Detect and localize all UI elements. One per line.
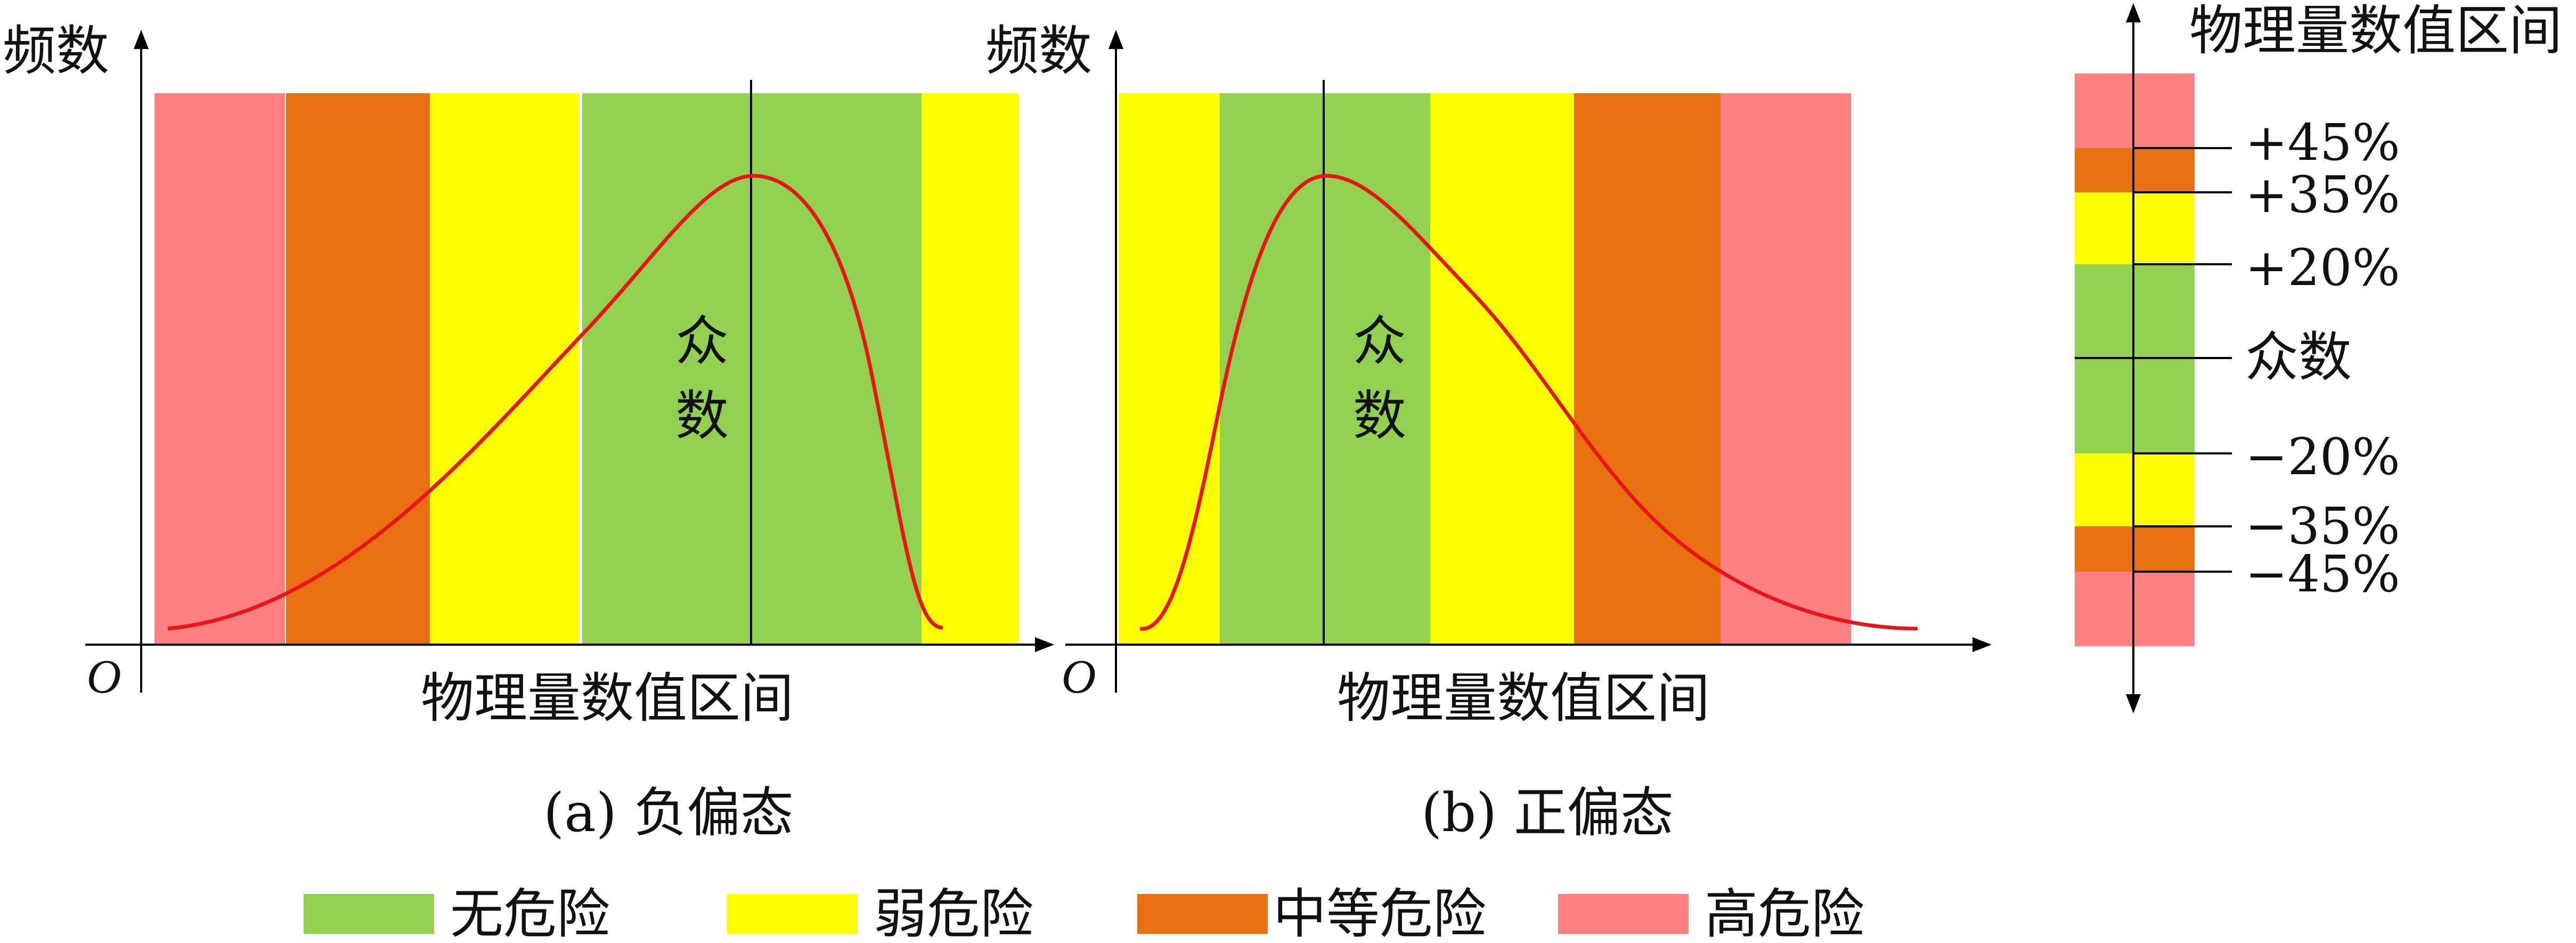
legend: 无危险 弱危险 中等危险 高危险: [304, 883, 1864, 943]
mode-label-b-1: 众: [1353, 310, 1406, 372]
scale-high-top: [2075, 74, 2195, 148]
legend-swatch-medium: [1137, 894, 1268, 934]
legend-label-weak: 弱危险: [874, 883, 1033, 943]
legend-label-high: 高危险: [1705, 883, 1864, 943]
y-axis-label-a: 频数: [3, 20, 109, 82]
y-axis-label-b: 频数: [985, 20, 1092, 82]
band-b-high: [1721, 93, 1851, 645]
distribution-curve-b: [1139, 174, 1918, 631]
scale-high-bottom: [2075, 572, 2195, 646]
band-b-safe: [1220, 93, 1430, 645]
scale-weak-bottom: [2075, 453, 2195, 526]
legend-swatch-high: [1558, 894, 1689, 934]
caption-b: (b) 正偏态: [1421, 782, 1674, 844]
scale-label-1: +45%: [2245, 113, 2400, 172]
band-a-weak-right: [922, 93, 1019, 645]
legend-label-safe: 无危险: [450, 883, 610, 943]
band-a-weak-left: [430, 93, 579, 645]
band-b-weak-left: [1119, 93, 1220, 645]
mode-label-a-1: 众: [675, 310, 729, 372]
distribution-curve-a: [167, 174, 943, 631]
panel-b: 频数 O 物理量数值区间 众 数 (b) 正偏态: [985, 20, 1992, 844]
origin-label-b: O: [1062, 651, 1096, 703]
scale-label-7: −45%: [2245, 545, 2400, 604]
scale-medium-top: [2075, 148, 2195, 192]
mode-label-b-2: 数: [1353, 385, 1406, 447]
scale-label-2: +35%: [2245, 166, 2400, 224]
scale-title: 物理量数值区间: [2189, 0, 2562, 62]
mode-label-a-2: 数: [675, 385, 729, 447]
scale-label-5: −20%: [2245, 428, 2400, 486]
scale-label-3: +20%: [2245, 239, 2400, 297]
panel-a: 频数 O 物理量数值区间 众 数 (a) 负偏态: [3, 20, 1054, 844]
origin-label-a: O: [87, 651, 121, 703]
scale-label-6: −35%: [2245, 497, 2400, 556]
x-axis-label-a: 物理量数值区间: [421, 667, 794, 729]
band-b-weak-right: [1430, 93, 1574, 645]
scale-weak-top: [2075, 192, 2195, 264]
band-a-high: [154, 93, 285, 645]
risk-scale: 物理量数值区间 +45% +35% +20% 众数 −20% −35% −45%: [2075, 0, 2562, 713]
scale-label-4: 众数: [2245, 326, 2352, 388]
legend-swatch-safe: [304, 894, 434, 934]
legend-label-medium: 中等危险: [1273, 883, 1486, 943]
x-axis-label-b: 物理量数值区间: [1337, 667, 1710, 729]
caption-a: (a) 负偏态: [543, 782, 793, 844]
band-a-medium: [286, 93, 430, 645]
legend-swatch-weak: [727, 894, 858, 934]
scale-medium-bottom: [2075, 526, 2195, 572]
band-b-medium: [1574, 93, 1721, 645]
